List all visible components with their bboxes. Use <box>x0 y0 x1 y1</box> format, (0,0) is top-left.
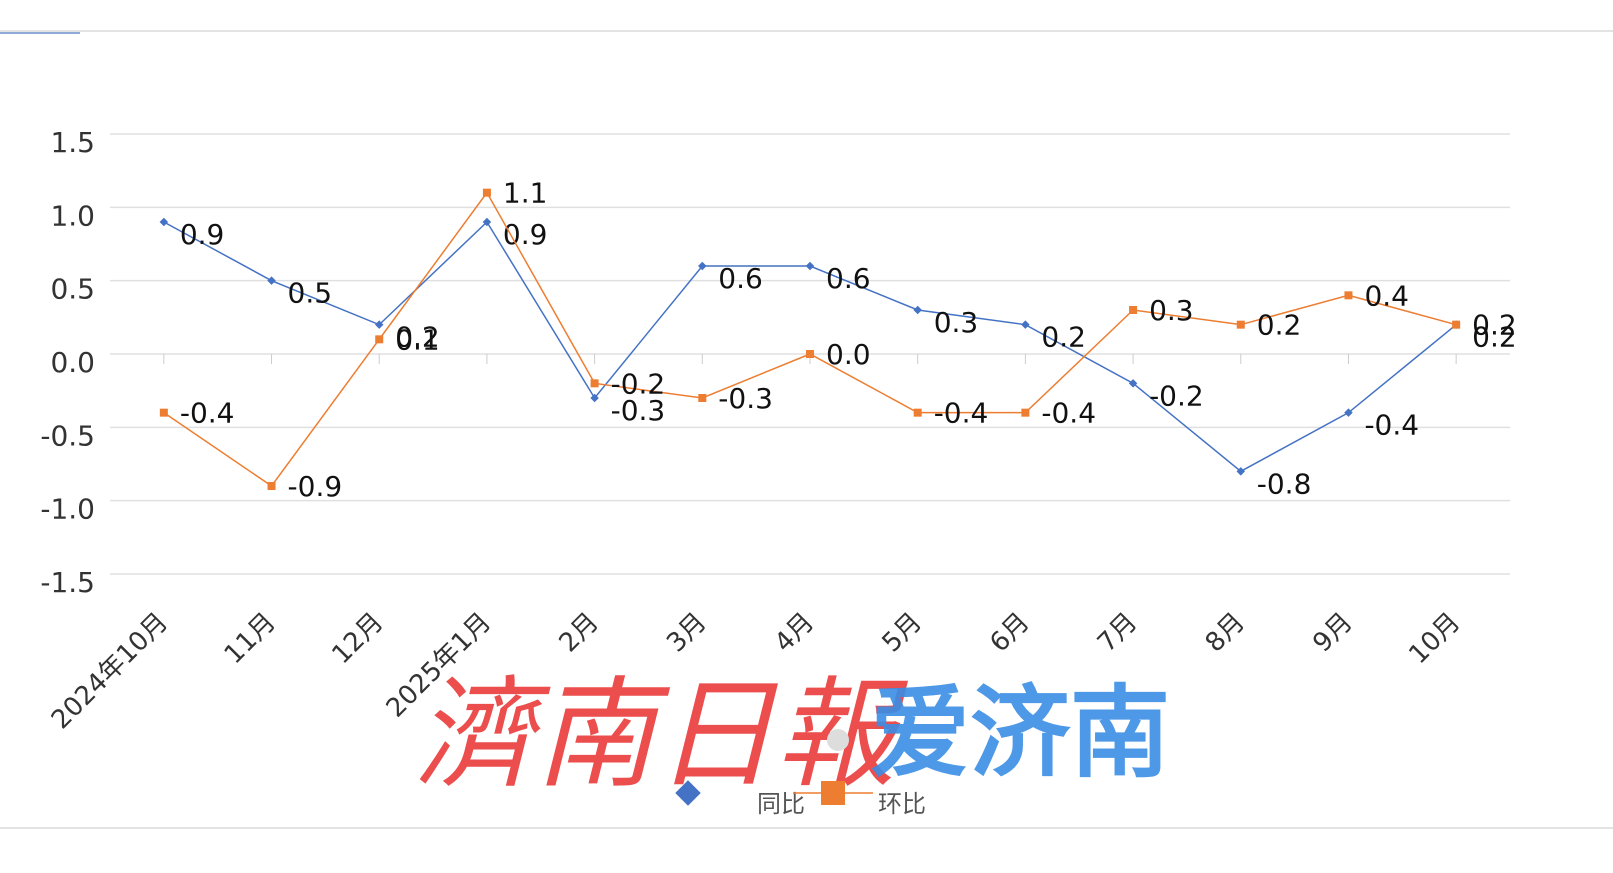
data-label: 0.9 <box>503 218 548 251</box>
y-tick-label: -1.5 <box>40 566 95 599</box>
data-label: -0.3 <box>611 394 666 427</box>
point <box>1021 408 1030 417</box>
point <box>482 188 491 197</box>
point <box>267 276 276 285</box>
point <box>698 394 707 402</box>
point <box>1236 467 1246 476</box>
point <box>1236 320 1245 329</box>
data-label: 0.3 <box>1149 294 1194 327</box>
data-label: -0.2 <box>1149 379 1204 412</box>
point <box>159 408 168 417</box>
legend-label: 同比 <box>757 790 805 818</box>
y-tick-label: 1.5 <box>50 126 95 159</box>
data-label: -0.8 <box>1257 467 1312 500</box>
data-label: 0.2 <box>395 321 440 354</box>
data-label: 0.6 <box>718 262 763 295</box>
point <box>1129 306 1138 314</box>
data-label: 0.5 <box>288 277 333 310</box>
legend-marker <box>675 780 701 806</box>
data-label: 0.0 <box>826 338 871 371</box>
point <box>375 335 384 344</box>
point <box>1344 408 1353 417</box>
data-label: 0.2 <box>1257 309 1302 342</box>
y-tick-label: 0.5 <box>50 273 95 306</box>
point <box>159 217 169 227</box>
point <box>374 320 384 329</box>
point <box>1021 320 1030 329</box>
point <box>1452 320 1461 329</box>
legend-marker <box>821 781 845 805</box>
y-tick-label: -0.5 <box>40 419 95 452</box>
data-label: 0.2 <box>1472 321 1517 354</box>
y-tick-label: 1.0 <box>50 199 95 232</box>
y-tick-label: 0.0 <box>50 346 95 379</box>
point <box>913 408 922 417</box>
data-label: 1.1 <box>503 177 548 210</box>
watermark: 爱济南 <box>870 674 1170 791</box>
point <box>1128 379 1138 388</box>
data-label: 0.6 <box>826 262 871 295</box>
data-label: -0.4 <box>1041 397 1096 430</box>
point <box>267 482 276 490</box>
data-label: -0.4 <box>934 397 989 430</box>
point <box>1344 291 1353 300</box>
legend-label: 环比 <box>878 790 926 818</box>
point <box>590 379 599 388</box>
data-label: 0.9 <box>180 218 225 251</box>
point <box>698 261 707 271</box>
y-tick-label: -1.0 <box>40 493 95 526</box>
data-label: 0.2 <box>1041 321 1086 354</box>
data-label: -0.2 <box>611 367 666 400</box>
point <box>806 350 814 358</box>
data-label: 0.3 <box>934 306 979 339</box>
point <box>805 261 815 271</box>
point <box>482 217 492 227</box>
data-label: -0.4 <box>1364 409 1419 442</box>
data-label: 0.2 <box>1472 309 1517 342</box>
data-label: 0.4 <box>1364 279 1409 312</box>
point <box>590 393 599 403</box>
point <box>913 305 922 315</box>
data-label: 0.1 <box>395 323 440 356</box>
watermark-dot <box>827 729 849 751</box>
data-label: -0.9 <box>288 470 343 503</box>
data-label: -0.4 <box>180 397 235 430</box>
data-label: -0.3 <box>718 382 773 415</box>
